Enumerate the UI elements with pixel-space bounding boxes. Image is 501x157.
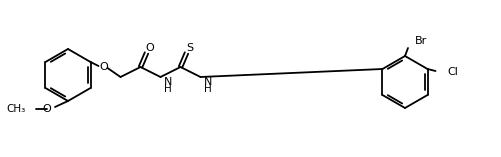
Text: O: O: [99, 62, 108, 72]
Text: O: O: [42, 104, 51, 114]
Text: CH₃: CH₃: [7, 104, 26, 114]
Text: H: H: [203, 84, 211, 94]
Text: S: S: [186, 43, 193, 53]
Text: Br: Br: [415, 36, 427, 46]
Text: O: O: [145, 43, 154, 53]
Text: Cl: Cl: [447, 67, 458, 77]
Text: N: N: [163, 77, 172, 87]
Text: H: H: [163, 84, 171, 94]
Text: N: N: [203, 77, 212, 87]
